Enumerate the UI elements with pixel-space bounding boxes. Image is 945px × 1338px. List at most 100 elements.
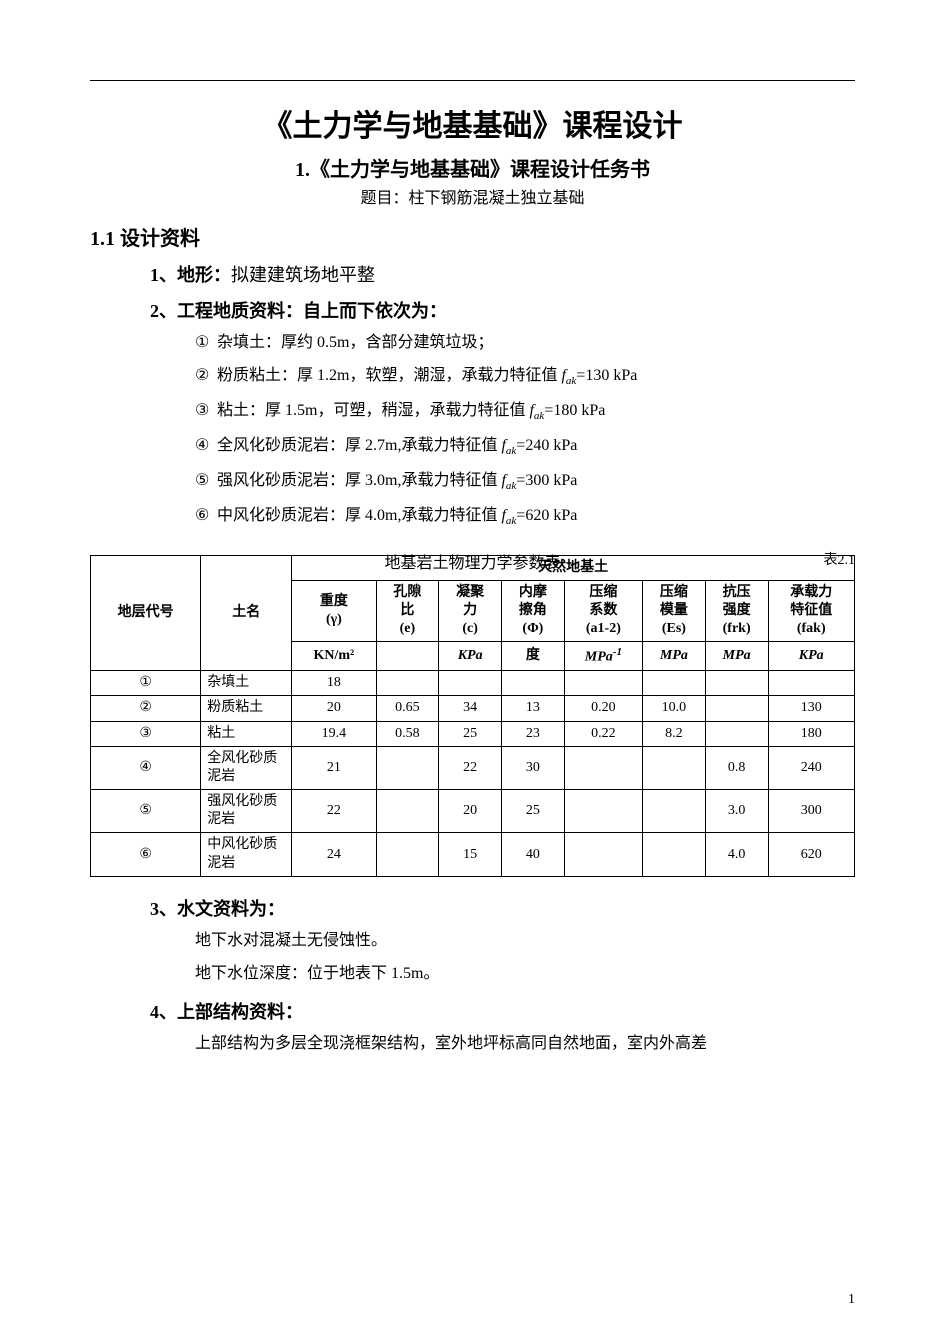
cell-value: 4.0: [705, 833, 768, 876]
topic-line: 题目：柱下钢筋混凝土独立基础: [90, 184, 855, 208]
unit-col-5: MPa: [643, 642, 706, 671]
unit-col-1: [376, 642, 439, 671]
geo-item-1: ① 杂填土：厚约 0.5m，含部分建筑垃圾；: [195, 329, 855, 356]
th-natural-soil: 天然地基土: [292, 555, 855, 580]
cell-value: 300: [768, 790, 855, 833]
cell-value: [643, 671, 706, 696]
cell-value: 130: [768, 696, 855, 721]
main-title: 《土力学与地基基础》课程设计: [90, 101, 855, 145]
geo-item-6-text-b: =620 kPa: [516, 507, 577, 524]
geo-item-5-text-a: 强风化砂质泥岩：厚 3.0m,承载力特征值: [217, 472, 501, 489]
table-body: ①杂填土18②粉质粘土200.6534130.2010.0130③粘土19.40…: [91, 671, 855, 877]
th-col-0: 重度(γ): [292, 580, 376, 642]
th-col-7: 承载力特征值(fak): [768, 580, 855, 642]
th-col-2: 凝聚力(c): [439, 580, 502, 642]
geo-item-4-text-a: 全风化砂质泥岩：厚 2.7m,承载力特征值: [217, 437, 501, 454]
th-col-4: 压缩系数(a1-2): [564, 580, 642, 642]
cell-value: 0.58: [376, 721, 439, 746]
table-caption: 地基岩土物理力学参数表: [384, 549, 560, 573]
cell-soil-name: 全风化砂质泥岩: [201, 746, 292, 789]
hydro-line-1: 地下水对混凝土无侵蚀性。: [195, 927, 855, 956]
cell-soil-name: 粉质粘土: [201, 696, 292, 721]
cell-value: 40: [502, 833, 565, 876]
cell-value: [376, 790, 439, 833]
cell-value: [705, 671, 768, 696]
circled-4: ④: [195, 432, 213, 459]
cell-value: 25: [439, 721, 502, 746]
table-number: 表2.1: [824, 549, 856, 569]
hydro-line-2: 地下水位深度：位于地表下 1.5m。: [195, 960, 855, 989]
cell-soil-name: 粘土: [201, 721, 292, 746]
table-row: ③粘土19.40.5825230.228.2180: [91, 721, 855, 746]
structure-line-1: 上部结构为多层全现浇框架结构，室外地坪标高同自然地面，室内外高差: [195, 1030, 855, 1059]
cell-value: 21: [292, 746, 376, 789]
cell-layer-id: ⑤: [91, 790, 201, 833]
cell-value: [564, 833, 642, 876]
cell-value: 3.0: [705, 790, 768, 833]
cell-value: [376, 671, 439, 696]
th-soil-name: 土名: [201, 555, 292, 671]
item-3-num: 3、水文资料为：: [150, 899, 285, 919]
geo-item-5-text-b: =300 kPa: [516, 472, 577, 489]
cell-value: [502, 671, 565, 696]
cell-layer-id: ④: [91, 746, 201, 789]
th-col-1: 孔隙比(e): [376, 580, 439, 642]
cell-value: 20: [292, 696, 376, 721]
geo-item-2: ② 粉质粘土：厚 1.2m，软塑，潮湿，承载力特征值 fak=130 kPa: [195, 362, 855, 391]
geo-item-3: ③ 粘土：厚 1.5m，可塑，稍湿，承载力特征值 fak=180 kPa: [195, 397, 855, 426]
section-subtitle: 1.《土力学与地基基础》课程设计任务书: [90, 153, 855, 182]
geo-item-5: ⑤ 强风化砂质泥岩：厚 3.0m,承载力特征值 fak=300 kPa: [195, 467, 855, 496]
geo-item-2-text-b: =130 kPa: [576, 367, 637, 384]
cell-soil-name: 杂填土: [201, 671, 292, 696]
item-3-heading: 3、水文资料为：: [150, 895, 855, 921]
cell-value: [564, 671, 642, 696]
cell-value: 240: [768, 746, 855, 789]
item-1-heading: 1、地形：拟建建筑场地平整: [150, 261, 855, 287]
cell-value: 8.2: [643, 721, 706, 746]
cell-soil-name: 中风化砂质泥岩: [201, 833, 292, 876]
cell-value: 0.65: [376, 696, 439, 721]
cell-value: [705, 696, 768, 721]
cell-value: 18: [292, 671, 376, 696]
cell-value: 0.22: [564, 721, 642, 746]
cell-value: [768, 671, 855, 696]
geo-item-1-text: 杂填土：厚约 0.5m，含部分建筑垃圾；: [217, 334, 493, 351]
cell-value: 25: [502, 790, 565, 833]
cell-value: [705, 721, 768, 746]
cell-value: 180: [768, 721, 855, 746]
cell-value: [564, 790, 642, 833]
th-col-6: 抗压强度(frk): [705, 580, 768, 642]
table-row: ②粉质粘土200.6534130.2010.0130: [91, 696, 855, 721]
cell-value: [564, 746, 642, 789]
cell-value: 620: [768, 833, 855, 876]
cell-value: 22: [292, 790, 376, 833]
document-page: 《土力学与地基基础》课程设计 1.《土力学与地基基础》课程设计任务书 题目：柱下…: [0, 0, 945, 1338]
cell-layer-id: ①: [91, 671, 201, 696]
circled-2: ②: [195, 362, 213, 389]
cell-value: [643, 746, 706, 789]
fak-sub: ak: [506, 445, 516, 457]
unit-col-6: MPa: [705, 642, 768, 671]
geo-item-3-text-a: 粘土：厚 1.5m，可塑，稍湿，承载力特征值: [217, 402, 529, 419]
table-row: ④全风化砂质泥岩2122300.8240: [91, 746, 855, 789]
th-layer-id: 地层代号: [91, 555, 201, 671]
cell-value: [643, 833, 706, 876]
unit-col-7: KPa: [768, 642, 855, 671]
cell-layer-id: ⑥: [91, 833, 201, 876]
fak-sub: ak: [566, 375, 576, 387]
th-col-3: 内摩擦角(Φ): [502, 580, 565, 642]
circled-1: ①: [195, 329, 213, 356]
circled-3: ③: [195, 397, 213, 424]
circled-5: ⑤: [195, 467, 213, 494]
unit-col-0: KN/m²: [292, 642, 376, 671]
cell-value: 20: [439, 790, 502, 833]
cell-value: 23: [502, 721, 565, 746]
cell-value: 0.20: [564, 696, 642, 721]
item-2-heading: 2、工程地质资料：自上而下依次为：: [150, 297, 855, 323]
cell-layer-id: ③: [91, 721, 201, 746]
unit-col-3: 度: [502, 642, 565, 671]
fak-sub: ak: [534, 410, 544, 422]
table-row: ⑥中风化砂质泥岩2415404.0620: [91, 833, 855, 876]
th-col-5: 压缩模量(Es): [643, 580, 706, 642]
item-4-heading: 4、上部结构资料：: [150, 998, 855, 1024]
